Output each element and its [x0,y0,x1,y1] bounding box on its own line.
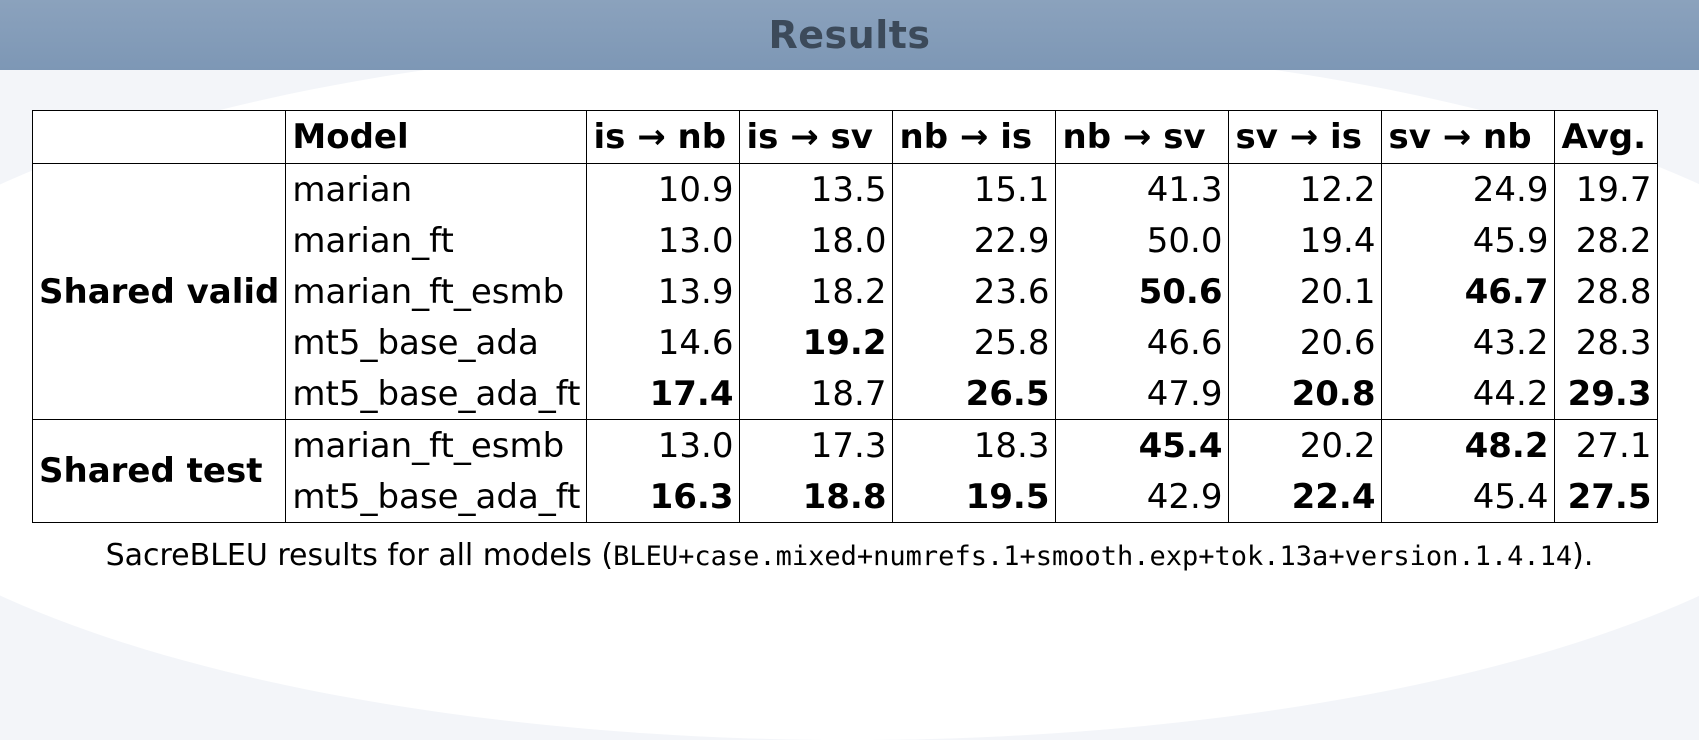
table-row: Shared valid marian 10.9 13.5 15.1 41.3 … [31,163,1659,420]
avg-cell-best: 29.3 [1554,368,1659,420]
score-cell-best: 26.5 [892,368,1057,420]
model-name: mt5_base_ada_ft [285,368,588,420]
score-cell-best: 20.8 [1228,368,1383,420]
avg-cell: 27.1 [1554,419,1659,471]
column-header-is-nb: is → nb [586,110,741,164]
avg-cell: 28.8 [1554,266,1659,317]
table-row: mt5_base_ada 14.6 19.2 25.8 46.6 20.6 43… [33,317,1659,368]
column-header-model: Model [285,110,588,164]
score-cell: 15.1 [892,163,1057,215]
caption-suffix: ). [1572,538,1594,573]
model-name: marian_ft_esmb [285,266,588,317]
score-cell: 25.8 [892,317,1057,368]
avg-cell: 28.3 [1554,317,1659,368]
score-cell-best: 19.2 [739,317,894,368]
table-row: marian_ft 13.0 18.0 22.9 50.0 19.4 45.9 … [33,215,1659,266]
score-cell-best: 45.4 [1055,419,1230,471]
score-cell: 17.3 [739,419,894,471]
column-header-nb-is: nb → is [892,110,1057,164]
score-cell: 18.3 [892,419,1057,471]
score-cell: 20.6 [1228,317,1383,368]
group-label-shared-test: Shared test [31,419,287,523]
column-header-sv-is: sv → is [1228,110,1383,164]
score-cell-best: 22.4 [1228,471,1383,523]
score-cell: 13.9 [586,266,741,317]
score-cell: 13.0 [586,215,741,266]
score-cell: 19.4 [1228,215,1383,266]
score-cell: 23.6 [892,266,1057,317]
score-cell: 13.5 [739,163,894,215]
model-name: mt5_base_ada [285,317,588,368]
score-cell: 12.2 [1228,163,1383,215]
score-cell: 46.6 [1055,317,1230,368]
avg-cell: 28.2 [1554,215,1659,266]
score-cell: 20.2 [1228,419,1383,471]
score-cell: 24.9 [1381,163,1556,215]
column-header-avg: Avg. [1554,110,1659,164]
score-cell: 45.4 [1381,471,1556,523]
model-name: mt5_base_ada_ft [285,471,588,523]
model-name: marian_ft_esmb [285,419,588,471]
score-cell: 13.0 [586,419,741,471]
score-cell-best: 48.2 [1381,419,1556,471]
model-name: marian [285,163,588,215]
column-header-group [31,110,287,164]
column-header-is-sv: is → sv [739,110,894,164]
avg-cell: 19.7 [1554,163,1659,215]
score-cell-best: 16.3 [586,471,741,523]
score-cell: 18.0 [739,215,894,266]
score-cell: 42.9 [1055,471,1230,523]
score-cell: 10.9 [586,163,741,215]
score-cell-best: 50.6 [1055,266,1230,317]
table-row: Shared test marian_ft_esmb 13.0 17.3 18.… [31,419,1659,523]
column-header-sv-nb: sv → nb [1381,110,1556,164]
avg-cell-best: 27.5 [1554,471,1659,523]
score-cell: 47.9 [1055,368,1230,420]
table-row: mt5_base_ada_ft 16.3 18.8 19.5 42.9 22.4… [33,471,1659,523]
column-header-nb-sv: nb → sv [1055,110,1230,164]
score-cell: 20.1 [1228,266,1383,317]
score-cell: 22.9 [892,215,1057,266]
table-header-row: Model is → nb is → sv nb → is nb → sv sv… [31,110,1659,164]
slide-header: Results [0,0,1699,70]
caption-prefix: SacreBLEU results for all models ( [105,538,614,573]
group-label-shared-valid: Shared valid [31,163,287,420]
model-name: marian_ft [285,215,588,266]
score-cell: 43.2 [1381,317,1556,368]
score-cell: 44.2 [1381,368,1556,420]
table-row: mt5_base_ada_ft 17.4 18.7 26.5 47.9 20.8… [32,368,1659,420]
caption-code: BLEU+case.mixed+numrefs.1+smooth.exp+tok… [613,541,1573,572]
score-cell: 18.2 [739,266,894,317]
table-row: marian_ft_esmb 13.9 18.2 23.6 50.6 20.1 … [33,266,1659,317]
score-cell: 45.9 [1381,215,1556,266]
score-cell: 18.7 [739,368,894,420]
score-cell-best: 18.8 [739,471,894,523]
table-caption: SacreBLEU results for all models (BLEU+c… [0,538,1699,573]
score-cell: 41.3 [1055,163,1230,215]
results-table: Model is → nb is → sv nb → is nb → sv sv… [31,110,1659,523]
score-cell-best: 17.4 [586,368,741,420]
slide-title: Results [768,13,931,57]
score-cell-best: 19.5 [892,471,1057,523]
score-cell-best: 46.7 [1381,266,1556,317]
score-cell: 50.0 [1055,215,1230,266]
score-cell: 14.6 [586,317,741,368]
